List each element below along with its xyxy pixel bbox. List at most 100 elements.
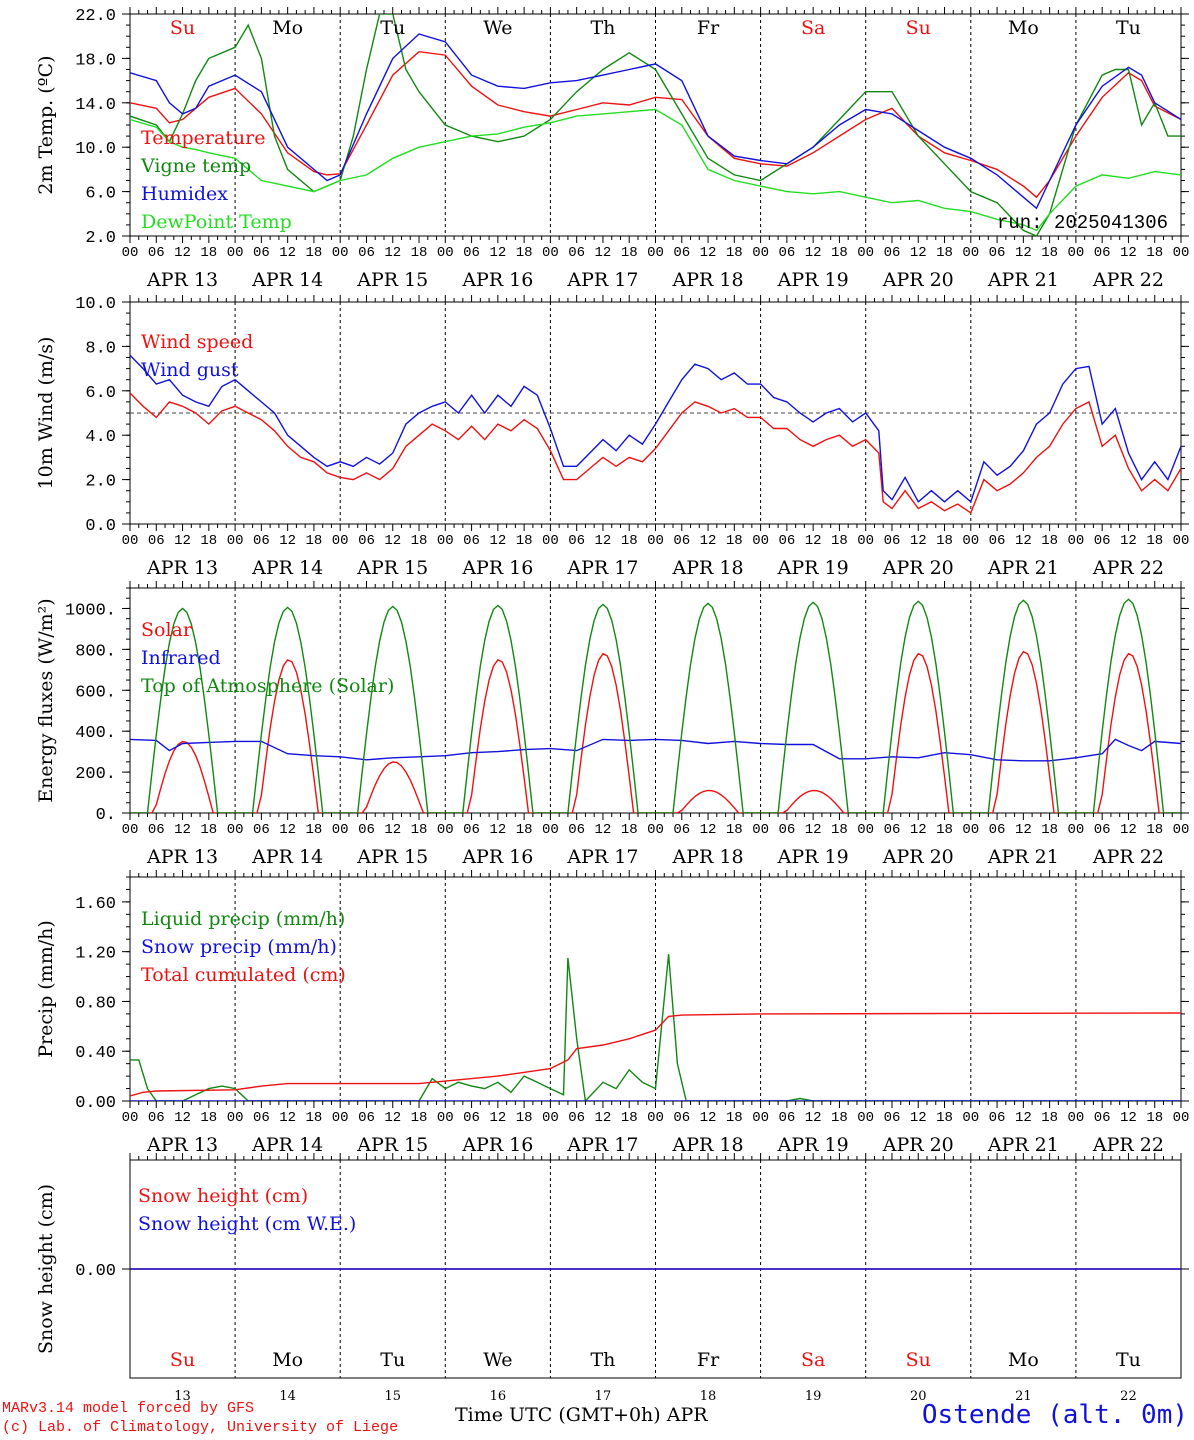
- y-axis-title: Precip (mm/h): [35, 920, 57, 1058]
- legend-label: Top of Atmosphere (Solar): [141, 675, 394, 697]
- hour-tick-label: 12: [910, 1110, 927, 1126]
- series-line: [130, 650, 1181, 813]
- hour-tick-label: 12: [1015, 1110, 1032, 1126]
- y-tick-label: 800.: [75, 642, 116, 661]
- weekday-label-top: Tu: [380, 17, 405, 39]
- series-line: [130, 50, 1181, 199]
- y-tick-label: 2.0: [85, 473, 116, 492]
- run-label: run: 2025041306: [997, 212, 1168, 234]
- hour-tick-label: 12: [1120, 822, 1137, 838]
- hour-tick-label: 12: [279, 1110, 296, 1126]
- hour-tick-label: 00: [752, 822, 769, 838]
- hour-tick-label: 18: [200, 533, 217, 549]
- hour-tick-label: 00: [1173, 822, 1190, 838]
- hour-tick-label: 18: [621, 245, 638, 261]
- series-line: [130, 954, 1181, 1101]
- y-tick-label: 22.0: [75, 7, 116, 26]
- legend-label: Snow precip (mm/h): [141, 936, 337, 958]
- day-date-label: APR 13: [146, 846, 218, 868]
- hour-tick-label: 00: [857, 1110, 874, 1126]
- weekday-label-top: Su: [170, 17, 195, 39]
- station-label: Ostende (alt. 0m): [921, 1400, 1188, 1430]
- hour-tick-label: 12: [1015, 245, 1032, 261]
- hour-tick-label: 18: [1041, 822, 1058, 838]
- hour-tick-label: 00: [752, 245, 769, 261]
- day-date-label: APR 17: [566, 1134, 638, 1156]
- day-date-label: APR 13: [146, 557, 218, 579]
- hour-tick-label: 00: [1067, 822, 1084, 838]
- day-date-label: APR 15: [356, 1134, 428, 1156]
- hour-tick-label: 06: [568, 822, 585, 838]
- hour-tick-label: 00: [542, 245, 559, 261]
- hour-tick-label: 06: [463, 822, 480, 838]
- day-date-label: APR 14: [251, 1134, 323, 1156]
- hour-tick-label: 12: [595, 245, 612, 261]
- day-date-label: APR 22: [1092, 269, 1164, 291]
- hour-tick-label: 12: [805, 533, 822, 549]
- hour-tick-label: 00: [647, 245, 664, 261]
- hour-tick-label: 00: [122, 1110, 139, 1126]
- panel-2: Energy fluxes (W/m²): [35, 581, 1189, 820]
- hour-tick-label: 06: [358, 822, 375, 838]
- hour-tick-label: 12: [805, 1110, 822, 1126]
- hour-tick-label: 00: [1067, 1110, 1084, 1126]
- hour-tick-label: 06: [148, 533, 165, 549]
- hour-tick-label: 06: [778, 1110, 795, 1126]
- hour-tick-label: 00: [122, 533, 139, 549]
- copyright-label: (c) Lab. of Climatology, University of L…: [2, 1419, 399, 1436]
- hour-tick-label: 00: [1067, 245, 1084, 261]
- y-tick-label: 8.0: [85, 339, 116, 358]
- day-date-label: APR 21: [987, 1134, 1059, 1156]
- day-date-label: APR 15: [356, 269, 428, 291]
- day-date-label: APR 22: [1092, 846, 1164, 868]
- hour-tick-label: 06: [358, 1110, 375, 1126]
- hour-tick-label: 12: [1015, 822, 1032, 838]
- legend-label: Snow height (cm): [138, 1185, 308, 1207]
- hour-tick-label: 06: [463, 533, 480, 549]
- y-tick-label: 600.: [75, 683, 116, 702]
- series-line: [130, 33, 1181, 210]
- weekday-label-bottom: Tu: [380, 1349, 405, 1371]
- day-number-label: 21: [1015, 1389, 1032, 1404]
- hour-tick-label: 12: [700, 822, 717, 838]
- hour-tick-label: 18: [936, 1110, 953, 1126]
- weekday-label-top: Fr: [697, 17, 720, 39]
- y-tick-label: 18.0: [75, 51, 116, 70]
- hour-tick-label: 12: [174, 1110, 191, 1126]
- hour-tick-label: 12: [700, 245, 717, 261]
- weekday-label-bottom: Su: [906, 1349, 931, 1371]
- hour-tick-label: 12: [174, 533, 191, 549]
- weekday-label-bottom: Th: [590, 1349, 615, 1371]
- hour-tick-label: 06: [778, 822, 795, 838]
- day-date-label: APR 18: [672, 846, 744, 868]
- y-tick-label: 6.0: [85, 384, 116, 403]
- hour-tick-label: 06: [673, 533, 690, 549]
- y-tick-label: 4.0: [85, 428, 116, 447]
- day-number-label: 22: [1120, 1389, 1137, 1404]
- hour-tick-label: 00: [647, 1110, 664, 1126]
- hour-tick-label: 18: [306, 1110, 323, 1126]
- hour-tick-label: 12: [489, 533, 506, 549]
- hour-tick-label: 12: [805, 822, 822, 838]
- hour-tick-label: 18: [831, 533, 848, 549]
- weekday-label-bottom: Sa: [801, 1349, 825, 1371]
- hour-tick-label: 18: [411, 245, 428, 261]
- hour-tick-label: 00: [542, 533, 559, 549]
- day-date-label: APR 14: [251, 846, 323, 868]
- hour-tick-label: 12: [700, 533, 717, 549]
- hour-tick-label: 00: [1173, 245, 1190, 261]
- y-tick-label: 0.0: [85, 517, 116, 536]
- panel-1: 10m Wind (m/s): [35, 295, 1189, 531]
- hour-tick-label: 18: [306, 822, 323, 838]
- hour-tick-label: 06: [778, 533, 795, 549]
- day-date-label: APR 13: [146, 1134, 218, 1156]
- hour-tick-label: 00: [962, 245, 979, 261]
- y-tick-label: 2.0: [85, 229, 116, 248]
- weekday-label-bottom: Mo: [272, 1349, 303, 1371]
- hour-tick-label: 06: [568, 1110, 585, 1126]
- y-tick-label: 6.0: [85, 185, 116, 204]
- hour-tick-label: 12: [1015, 533, 1032, 549]
- day-date-label: APR 18: [672, 1134, 744, 1156]
- weekday-label-bottom: Su: [170, 1349, 195, 1371]
- y-tick-label: 1000.: [65, 601, 116, 620]
